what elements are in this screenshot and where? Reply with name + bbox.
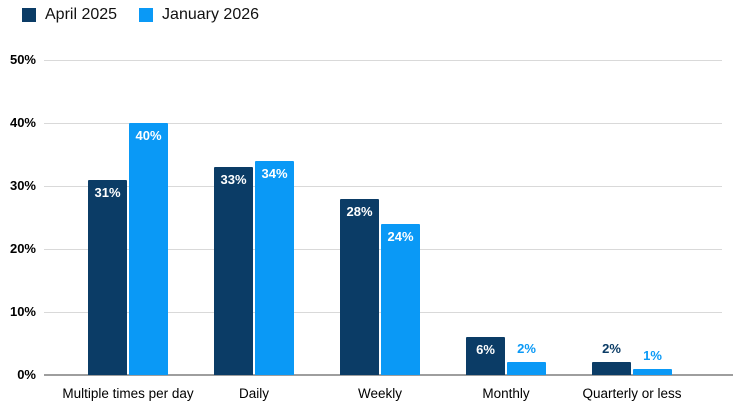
bar-january-2026 [381,223,420,375]
gridline [44,60,722,61]
bar-january-2026 [129,123,168,375]
bar-april-2025 [214,167,253,375]
y-axis-tick-label: 10% [9,304,36,319]
bar-april-2025 [592,362,631,375]
legend-label: January 2026 [162,6,260,23]
bar-value-label: 6% [476,342,495,358]
y-axis-tick-label: 20% [9,241,36,256]
legend-item: April 2025 [22,7,117,23]
bar-april-2025 [340,198,379,375]
bar-value-label: 1% [643,347,662,363]
x-axis-category-label: Weekly [357,386,402,401]
y-axis-tick-label: 40% [9,115,36,130]
legend-item: January 2026 [139,7,259,23]
y-axis-tick-label: 50% [9,52,36,67]
bar-value-label: 2% [517,341,536,357]
legend-label: April 2025 [45,6,118,23]
y-axis-tick-label: 0% [17,367,36,382]
bar-value-label: 24% [387,228,414,244]
legend: April 2025 January 2026 [22,7,259,23]
bar-value-label: 28% [346,203,373,219]
gridline [44,186,722,187]
x-axis-category-label: Quarterly or less [582,386,682,401]
bar-value-label: 31% [94,184,121,200]
legend-swatch-icon [139,8,154,22]
bar-january-2026 [507,362,546,375]
gridline [44,123,722,124]
bar-value-label: 34% [261,165,288,181]
bar-value-label: 40% [135,128,162,143]
y-axis-tick-label: 30% [9,178,36,193]
x-axis-category-label: Monthly [482,386,530,401]
bar-value-label: 2% [602,341,621,357]
bar-april-2025 [88,179,127,375]
bar-april-2025 [466,337,505,375]
x-axis-category-label: Daily [238,386,269,401]
bar-january-2026 [633,368,672,375]
x-axis-line [44,374,733,376]
bar-january-2026 [255,160,294,375]
legend-swatch-icon [22,8,36,22]
bar-value-label: 33% [220,172,247,188]
x-axis-category-label: Multiple times per day [62,386,194,401]
